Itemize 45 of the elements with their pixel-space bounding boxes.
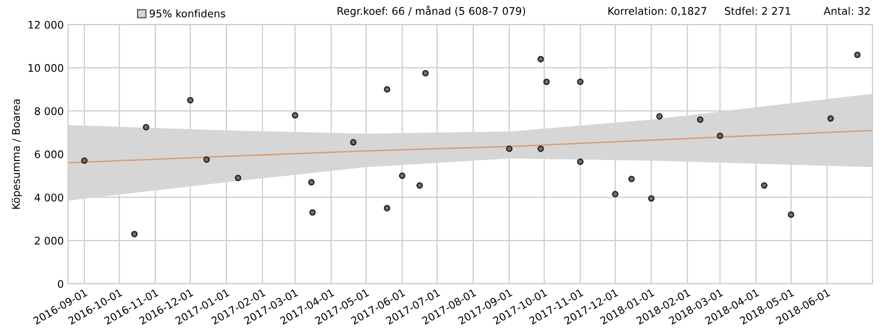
- point: [398, 172, 406, 179]
- point: [234, 174, 242, 182]
- point: [628, 176, 635, 182]
- point: [187, 96, 194, 104]
- y-axis-title: Köpesumma / Boarea: [12, 99, 22, 209]
- y-tick-label: 6 000: [34, 150, 64, 158]
- point: [788, 211, 794, 218]
- point: [577, 158, 584, 165]
- point: [577, 78, 584, 86]
- y-tick-label: 2 000: [34, 236, 64, 245]
- point: [350, 139, 357, 146]
- text: Antal: 32: [824, 6, 870, 15]
- point: [416, 182, 423, 189]
- point: [142, 124, 150, 130]
- point: [537, 56, 544, 62]
- y-tick-label: 4 000: [34, 194, 64, 202]
- point: [827, 115, 834, 122]
- point: [308, 179, 315, 186]
- point: [656, 113, 663, 120]
- point: [543, 78, 550, 86]
- point: [716, 132, 724, 140]
- point: [292, 112, 298, 119]
- y-tick-label: 10 000: [28, 64, 64, 72]
- text: 95% konfidens: [150, 9, 226, 18]
- line-series: [68, 130, 873, 164]
- point: [384, 86, 390, 93]
- point: [131, 230, 138, 238]
- point: [422, 70, 429, 76]
- point: [506, 146, 513, 152]
- y-tick-label: 0: [58, 280, 64, 288]
- point: [696, 116, 704, 123]
- point: [203, 156, 210, 163]
- point: [854, 52, 861, 58]
- point: [309, 209, 316, 216]
- point: [81, 157, 88, 164]
- y-tick-label: 8 000: [34, 107, 64, 116]
- y-tick-label: 12 000: [28, 20, 64, 29]
- point: [384, 204, 390, 212]
- point: [537, 146, 544, 152]
- point: [761, 182, 768, 189]
- text: Stdfel: 2 271: [724, 6, 790, 15]
- point: [612, 190, 618, 198]
- text: Regr.koef: 66 / månad (5 608-7 079): [338, 6, 526, 17]
- point: [648, 195, 655, 202]
- text: Korrelation: 0,1827: [608, 6, 706, 16]
